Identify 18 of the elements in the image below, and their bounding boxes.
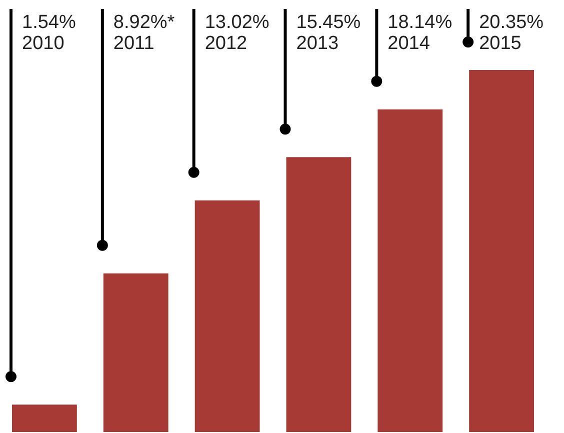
bar [194,200,260,432]
data-label: 20.35% [479,12,544,33]
x-tick-label: 2014 [388,33,430,54]
bar [103,273,168,432]
x-tick-label: 2011 [113,33,154,54]
bar [378,109,443,432]
x-tick-label: 2010 [22,33,64,54]
data-label: 15.45% [296,12,361,33]
x-tick-label: 2013 [296,33,339,54]
data-label: 13.02% [204,12,270,33]
data-label: 18.14% [388,12,452,33]
x-tick-label: 2012 [204,33,248,54]
data-label: 8.92%* [113,12,176,33]
x-tick-label: 2015 [479,33,522,54]
data-label: 1.54% [22,12,76,33]
bar [12,404,77,432]
bar [469,70,534,432]
bar [286,157,352,432]
